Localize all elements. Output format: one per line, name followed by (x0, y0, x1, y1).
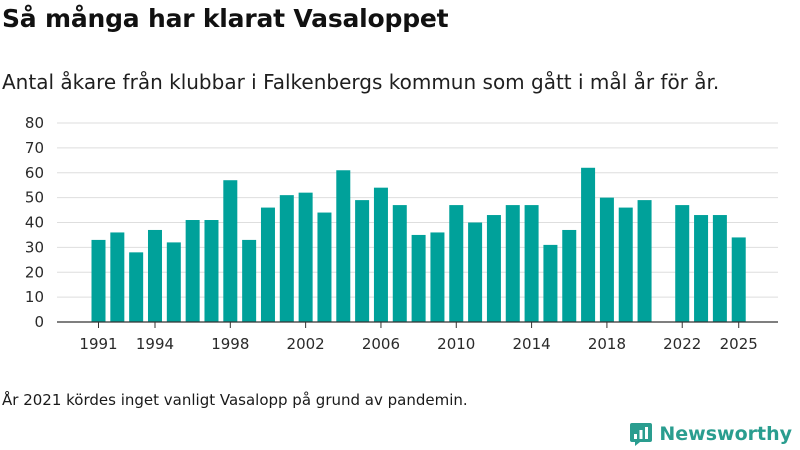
chart-subtitle: Antal åkare från klubbar i Falkenbergs k… (2, 70, 720, 94)
bar-2010 (449, 205, 464, 322)
y-tick-label: 60 (25, 164, 44, 182)
bar-2025 (731, 237, 746, 322)
newsworthy-logo-icon (630, 423, 653, 446)
x-tick-label: 2010 (437, 335, 475, 353)
bar-2016 (562, 229, 577, 322)
bar-1991 (91, 239, 106, 322)
chart-title: Så många har klarat Vasaloppet (2, 4, 449, 33)
x-tick-label: 2014 (512, 335, 550, 353)
bar-1996 (185, 220, 200, 322)
axes: 0 10 20 30 40 50 60 70 80 1991 1994 1998 2002 2006 201… (25, 114, 778, 353)
y-tick-label: 30 (25, 238, 44, 256)
y-tick-label: 20 (25, 263, 44, 281)
newsworthy-brand[interactable]: Newsworthy (629, 420, 792, 448)
bar-2024 (712, 215, 727, 322)
bar-chart: 0 10 20 30 40 50 60 70 80 1991 1994 1998 2002 2006 201… (25, 114, 778, 353)
bar-2013 (505, 205, 520, 322)
y-tick-label: 50 (25, 189, 44, 207)
bar-1995 (166, 242, 181, 322)
bar-2014 (524, 205, 539, 322)
bar-2009 (430, 232, 445, 322)
x-tick-label: 2006 (362, 335, 400, 353)
bar-2022 (675, 205, 690, 322)
bar-2019 (618, 207, 633, 322)
bar-2001 (279, 195, 294, 322)
footnote: År 2021 kördes inget vanligt Vasalopp på… (2, 391, 468, 409)
bar-2015 (543, 244, 558, 322)
bar-2008 (411, 234, 426, 322)
bar-1992 (110, 232, 125, 322)
bar-1997 (204, 220, 219, 322)
bar-2000 (260, 207, 275, 322)
bar-2006 (373, 187, 388, 322)
bar-2007 (392, 205, 407, 322)
bar-2005 (355, 200, 370, 322)
y-tick-label: 10 (25, 288, 44, 306)
x-tick-label: 1991 (79, 335, 117, 353)
x-tick-label: 1994 (136, 335, 174, 353)
bar-1993 (129, 252, 144, 322)
y-tick-label: 70 (25, 139, 44, 157)
bar-2003 (317, 212, 332, 322)
bars (91, 167, 746, 323)
x-tick-label: 2025 (720, 335, 758, 353)
brand-name: Newsworthy (659, 423, 792, 445)
bar-2004 (336, 170, 351, 322)
bar-2011 (468, 222, 483, 322)
bar-1994 (147, 229, 162, 322)
y-tick-label: 0 (34, 313, 44, 331)
x-tick-label: 2002 (287, 335, 325, 353)
x-tick-label: 2018 (588, 335, 626, 353)
bar-2002 (298, 192, 313, 322)
y-tick-label: 40 (25, 214, 44, 232)
bar-2023 (694, 215, 709, 322)
bar-2017 (581, 167, 596, 322)
bar-1999 (242, 239, 257, 322)
x-tick-label: 2022 (663, 335, 701, 353)
x-tick-label: 1998 (211, 335, 249, 353)
bar-2012 (486, 215, 501, 322)
y-tick-label: 80 (25, 114, 44, 132)
bar-2018 (599, 197, 614, 323)
bar-1998 (223, 180, 238, 322)
bar-2020 (637, 200, 652, 322)
